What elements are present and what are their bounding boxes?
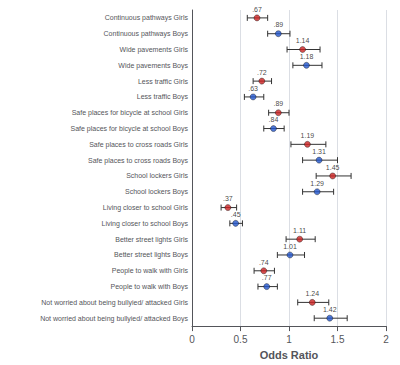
svg-text:Better street lights Boys: Better street lights Boys bbox=[114, 251, 188, 259]
svg-text:2: 2 bbox=[383, 334, 389, 345]
svg-text:Safe places to cross roads Gir: Safe places to cross roads Girls bbox=[89, 141, 188, 149]
svg-text:1.01: 1.01 bbox=[283, 243, 297, 250]
svg-text:Less traffic Girls: Less traffic Girls bbox=[138, 78, 189, 85]
svg-text:Less traffic Boys: Less traffic Boys bbox=[137, 93, 189, 101]
svg-text:.72: .72 bbox=[257, 69, 267, 76]
svg-text:1.18: 1.18 bbox=[300, 53, 314, 60]
svg-text:.67: .67 bbox=[252, 6, 262, 13]
svg-text:Not worried about being bullyi: Not worried about being bullyied/ attack… bbox=[41, 299, 188, 307]
svg-text:.37: .37 bbox=[223, 195, 233, 202]
svg-text:0.5: 0.5 bbox=[234, 334, 248, 345]
svg-text:Continuous pathways Boys: Continuous pathways Boys bbox=[104, 30, 189, 38]
svg-text:1.29: 1.29 bbox=[310, 180, 324, 187]
svg-text:Continuous pathways Girls: Continuous pathways Girls bbox=[105, 14, 189, 22]
svg-text:1.5: 1.5 bbox=[331, 334, 345, 345]
svg-text:.84: .84 bbox=[269, 116, 279, 123]
svg-text:1: 1 bbox=[286, 334, 292, 345]
svg-text:Living closer to school Girls: Living closer to school Girls bbox=[103, 204, 189, 212]
svg-text:School lockers Girls: School lockers Girls bbox=[126, 172, 188, 179]
svg-text:People to walk with Girls: People to walk with Girls bbox=[112, 267, 189, 275]
svg-text:People to walk with Boys: People to walk with Boys bbox=[111, 283, 189, 291]
svg-text:Not worried about being bullyi: Not worried about being bullyied/ attack… bbox=[40, 315, 188, 323]
svg-text:1.24: 1.24 bbox=[305, 290, 319, 297]
svg-text:1.42: 1.42 bbox=[323, 306, 337, 313]
svg-text:.89: .89 bbox=[273, 100, 283, 107]
svg-text:1.19: 1.19 bbox=[301, 132, 315, 139]
svg-text:Living closer to school Boys: Living closer to school Boys bbox=[102, 220, 189, 228]
svg-text:Wide pavements Boys: Wide pavements Boys bbox=[118, 62, 188, 70]
svg-text:0: 0 bbox=[189, 334, 195, 345]
svg-text:Safe places to cross roads Boy: Safe places to cross roads Boys bbox=[88, 157, 188, 165]
svg-text:1.14: 1.14 bbox=[296, 37, 310, 44]
svg-text:Safe places for bicycle at sch: Safe places for bicycle at school Girls bbox=[72, 109, 189, 117]
svg-text:School lockers Boys: School lockers Boys bbox=[125, 188, 189, 196]
svg-text:Better street lights Girls: Better street lights Girls bbox=[115, 236, 188, 244]
svg-text:Odds Ratio: Odds Ratio bbox=[260, 349, 319, 361]
svg-text:Safe places for bicycle at sch: Safe places for bicycle at school Boys bbox=[70, 125, 188, 133]
svg-text:.74: .74 bbox=[259, 259, 269, 266]
svg-text:.77: .77 bbox=[262, 274, 272, 281]
svg-text:Wide pavements Girls: Wide pavements Girls bbox=[120, 46, 189, 54]
svg-text:1.31: 1.31 bbox=[312, 148, 326, 155]
svg-text:.45: .45 bbox=[231, 211, 241, 218]
svg-text:.89: .89 bbox=[273, 21, 283, 28]
svg-text:1.11: 1.11 bbox=[293, 227, 306, 234]
svg-text:1.45: 1.45 bbox=[326, 164, 340, 171]
svg-text:.63: .63 bbox=[248, 85, 258, 92]
